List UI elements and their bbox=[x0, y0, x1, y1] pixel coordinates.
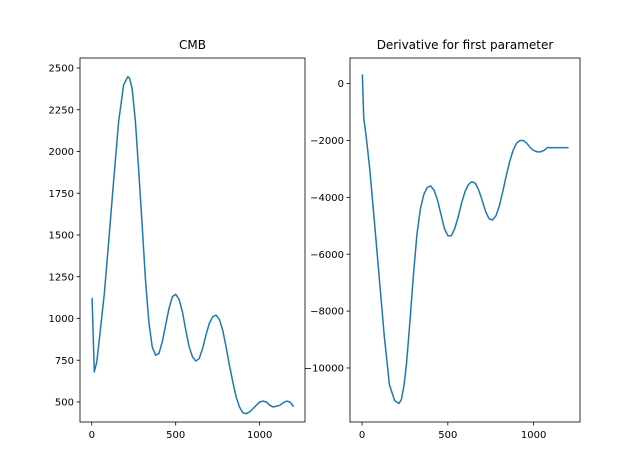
x-tick-label: 500 bbox=[438, 430, 457, 441]
x-tick-label: 0 bbox=[89, 430, 95, 441]
axes-frame bbox=[349, 57, 581, 423]
x-tick-label: 1000 bbox=[521, 430, 546, 441]
cmb-plot: 0 500 1000 500 750 1000 1250 1500 1750 2000 2250 25… bbox=[49, 38, 306, 441]
x-tick-label: 0 bbox=[359, 430, 365, 441]
y-tick-label: 1250 bbox=[49, 272, 74, 283]
series-line-0 bbox=[361, 74, 569, 405]
y-tick-label: −8000 bbox=[310, 307, 344, 318]
y-tick-label: 1000 bbox=[49, 314, 74, 325]
y-tick-label: 2250 bbox=[49, 105, 74, 116]
x-tick-label: 500 bbox=[166, 430, 185, 441]
y-tick-label: −2000 bbox=[310, 136, 344, 147]
chart-title: Derivative for first parameter bbox=[377, 38, 554, 52]
y-tick-label: 1500 bbox=[49, 231, 74, 242]
y-tick-label: −6000 bbox=[310, 250, 344, 261]
y-tick-label: 0 bbox=[338, 79, 344, 90]
y-tick-label: 750 bbox=[55, 356, 74, 367]
chart-title: CMB bbox=[179, 38, 206, 52]
axes-frame bbox=[79, 57, 306, 423]
y-tick-label: 500 bbox=[55, 398, 74, 409]
series-line-0 bbox=[91, 75, 294, 415]
y-tick-label: 1750 bbox=[49, 189, 74, 200]
y-tick-label: −4000 bbox=[310, 193, 344, 204]
x-tick-label: 1000 bbox=[247, 430, 272, 441]
derivative-plot: 0 500 1000 0 −2000 −4000 −6000 −8000 −10000 Deriv… bbox=[304, 38, 581, 441]
y-tick-label: 2000 bbox=[49, 147, 74, 158]
y-tick-label: −10000 bbox=[304, 364, 344, 375]
y-tick-label: 2500 bbox=[49, 64, 74, 75]
